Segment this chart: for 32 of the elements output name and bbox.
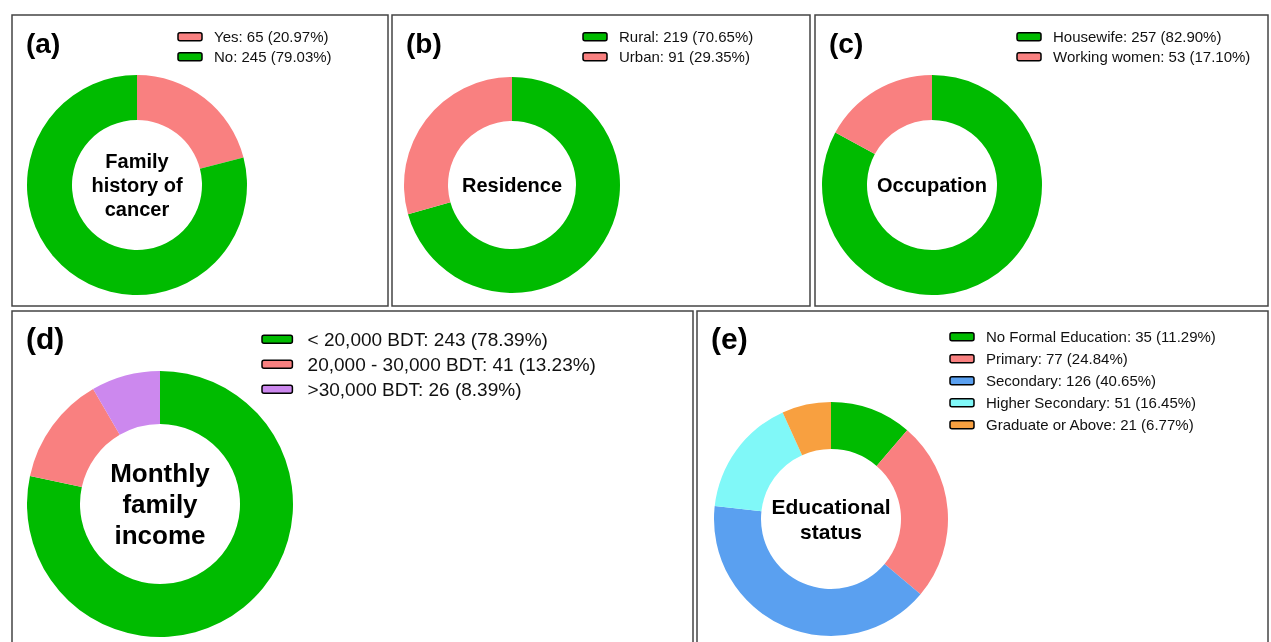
legend-label: Primary: 77 (24.84%) xyxy=(986,350,1128,367)
legend-label: < 20,000 BDT: 243 (78.39%) xyxy=(307,329,548,350)
donut-slice xyxy=(408,77,620,293)
donut-slice xyxy=(822,75,1042,295)
chart-title: (c) xyxy=(829,28,864,59)
text: Occupation xyxy=(876,174,988,196)
legend-label: 20,000 - 30,000 BDT: 41 (13.23%) xyxy=(307,354,596,375)
chart-title: (e) xyxy=(711,322,748,355)
donut-slice xyxy=(831,402,908,466)
donut-slice xyxy=(27,75,247,295)
text: Family history of cancer xyxy=(91,150,183,220)
legend-label: >30,000 BDT: 26 (8.39%) xyxy=(307,379,522,400)
chart-title: (b) xyxy=(406,28,442,59)
donut-slice xyxy=(782,402,831,456)
chart-title: (a) xyxy=(26,28,61,59)
legend-label: Secondary: 126 (40.65%) xyxy=(986,372,1157,389)
donut-slice xyxy=(93,371,160,435)
donut-slice xyxy=(27,371,293,637)
text: Educational status xyxy=(771,494,891,543)
legend-label: Urban: 91 (29.35%) xyxy=(619,48,750,65)
legend-label: No: 245 (79.03%) xyxy=(214,48,332,65)
legend-label: Rural: 219 (70.65%) xyxy=(619,28,754,45)
chart-title: (d) xyxy=(26,322,65,355)
text: Monthly family income xyxy=(110,457,211,551)
donut-slice xyxy=(835,75,932,155)
legend-label: Yes: 65 (20.97%) xyxy=(214,28,329,45)
legend-label: Higher Secondary: 51 (16.45%) xyxy=(986,394,1197,411)
legend-label: No Formal Education: 35 (11.29%) xyxy=(986,328,1216,345)
legend-label: Graduate or Above: 21 (6.77%) xyxy=(986,416,1194,433)
legend-label: Working women: 53 (17.10%) xyxy=(1053,48,1251,65)
text: Residence xyxy=(461,174,563,196)
legend-label: Housewife: 257 (82.90%) xyxy=(1053,28,1222,45)
